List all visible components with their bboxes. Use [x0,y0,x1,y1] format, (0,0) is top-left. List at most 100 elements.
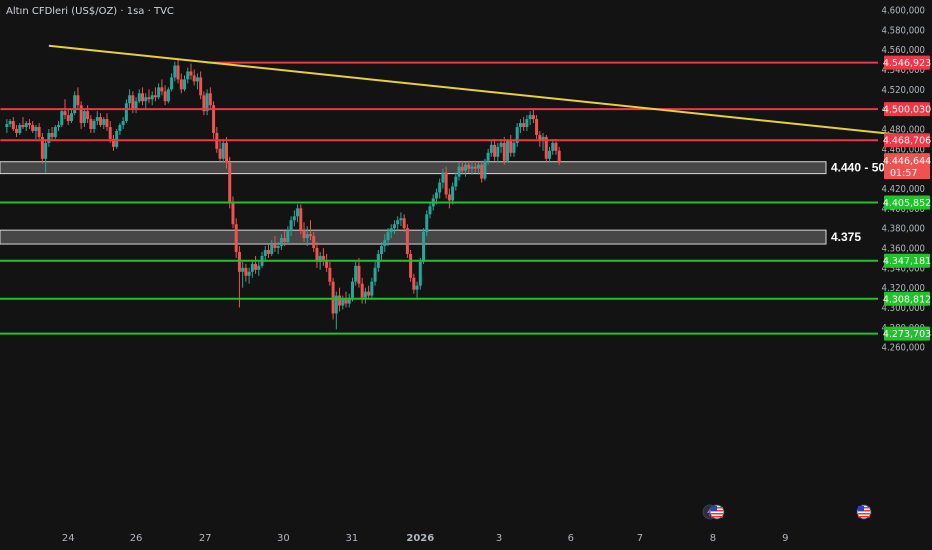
candle-body-49 [160,87,164,92]
candle-body-114 [370,281,374,296]
candle-body-14 [47,132,51,143]
candle-body-142 [460,166,464,171]
candle-body-128 [415,285,419,290]
candle-body-127 [412,277,416,290]
candle-body-85 [276,246,280,249]
candle-body-33 [108,127,112,139]
candle-body-92 [299,208,303,231]
candle-body-86 [279,238,283,247]
candle-body-121 [392,224,396,229]
candle-body-65 [212,105,216,133]
resistance-price-tag-2-bg [884,102,930,117]
candle-body-117 [380,246,384,254]
candle-body-156 [506,140,510,161]
resistance-price-tag-1-label: 4.546,923 [883,58,931,69]
candle-body-149 [483,160,487,179]
candle-body-53 [173,65,177,78]
us-flag-event-icon-2-stripe-3 [858,513,870,515]
y-tick-label-14: 4.520,000 [882,85,925,96]
candle-body-129 [418,261,422,286]
candle-body-18 [60,111,64,126]
y-tick-label-18: 4.600,000 [882,6,925,17]
candle-body-45 [147,97,151,100]
y-tick-label-15: 4.540,000 [882,65,925,76]
candle-body-99 [321,255,325,260]
candle-body-83 [270,244,274,254]
candle-body-169 [548,150,551,159]
candle-body-90 [292,216,296,221]
candle-body-143 [464,164,468,171]
candle-body-68 [221,142,225,159]
candle-body-123 [399,218,403,221]
candle-body-131 [425,214,429,233]
candle-body-4 [15,129,19,133]
candle-body-38 [124,103,128,122]
candle-body-122 [396,220,400,225]
y-tick-label-5: 4.340,000 [882,263,925,274]
candle-body-63 [205,93,209,112]
candle-body-130 [422,232,426,262]
candle-body-20 [66,115,70,122]
candles-group [5,59,561,330]
candle-body-135 [438,182,442,193]
candle-body-153 [496,146,500,157]
candle-body-95 [308,234,312,237]
candle-body-44 [144,97,148,102]
candle-body-172 [557,150,561,163]
candle-body-82 [266,249,270,254]
candle-body-32 [105,119,109,128]
candle-body-145 [470,166,474,169]
candle-body-168 [544,136,548,159]
candle-body-29 [95,117,99,122]
candle-body-112 [363,291,367,298]
candle-body-42 [137,93,141,102]
trendline [48,44,902,136]
candle-body-107 [347,297,351,304]
candle-body-161 [522,123,526,128]
candle-body-104 [338,295,342,306]
last-price-countdown: 01:57 [890,168,917,179]
candle-body-111 [360,283,364,298]
candle-body-171 [554,142,558,151]
support-price-tag-2-label: 4.347,181 [883,256,931,267]
x-tick-label-3: 27 [199,533,212,544]
candle-body-148 [480,164,484,179]
candle-body-27 [89,119,93,130]
candle-body-154 [499,142,503,147]
candle-body-151 [489,144,493,153]
candle-body-139 [451,186,455,201]
y-tick-label-16: 4.560,000 [882,45,925,56]
candle-body-170 [551,142,555,151]
candle-body-11 [37,127,41,137]
candle-body-147 [476,164,480,169]
candle-body-10 [34,127,38,131]
y-tick-label-12: 4.480,000 [882,125,925,136]
candle-body-52 [170,77,174,90]
x-tick-label-6: 2026 [406,533,434,544]
resistance-price-tag-2-label: 4.500,030 [883,105,931,116]
y-tick-label-6: 4.360,000 [882,244,925,255]
resistance-price-tag-3-bg [884,133,930,148]
candle-body-81 [263,249,267,256]
candle-body-25 [82,111,86,124]
candle-body-21 [69,113,73,122]
candle-body-103 [334,295,338,314]
candle-body-31 [102,119,106,126]
candle-body-41 [134,101,138,110]
candle-body-159 [515,127,519,143]
y-tick-label-7: 4.380,000 [882,224,925,235]
x-tick-label-8: 6 [568,533,574,544]
last-price-label: 4.446,644 [883,156,931,167]
last-price-tag-bg [884,153,930,180]
candle-body-16 [53,127,57,137]
candle-body-57 [186,71,190,80]
candle-body-71 [231,202,235,225]
resistance-price-tag-1-bg [884,55,930,70]
candle-body-150 [486,152,490,161]
x-tick-label-11: 9 [782,533,788,544]
candle-body-106 [344,299,348,304]
candle-body-9 [31,125,35,131]
candle-body-73 [237,251,241,272]
candle-body-88 [286,230,290,243]
